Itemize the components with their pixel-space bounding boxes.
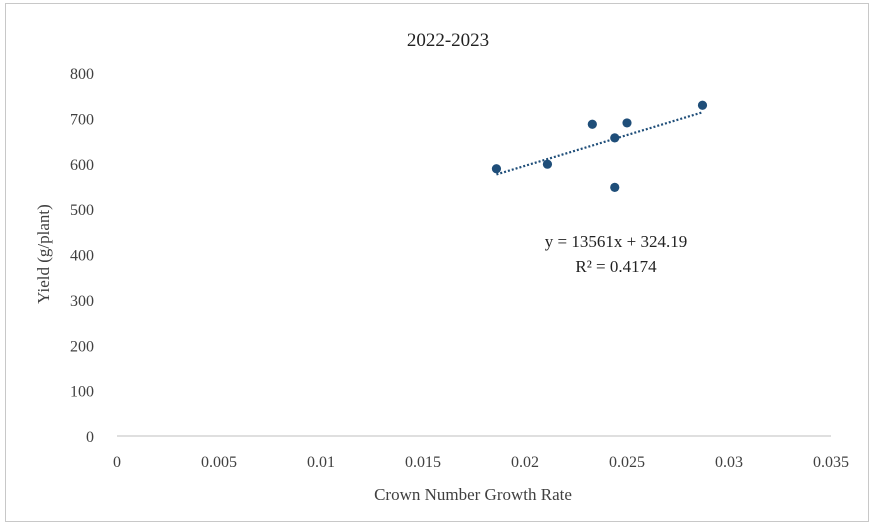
y-tick-label: 0 — [86, 429, 94, 446]
chart-title: 2022-2023 — [407, 30, 489, 51]
x-tick-label: 0.035 — [813, 454, 849, 471]
y-tick-label: 600 — [70, 157, 94, 174]
x-tick-label: 0.015 — [405, 454, 441, 471]
data-point — [697, 100, 708, 110]
x-tick-label: 0.025 — [609, 454, 645, 471]
y-tick-label: 800 — [70, 66, 94, 83]
data-point — [622, 118, 632, 128]
data-point — [587, 119, 597, 129]
data-point — [610, 182, 620, 192]
data-point — [610, 133, 620, 143]
data-point — [542, 159, 553, 169]
trendline — [496, 111, 703, 176]
trendline-equation: y = 13561x + 324.19 — [545, 232, 687, 251]
data-point — [491, 164, 502, 174]
trendline-r2: R² = 0.4174 — [575, 257, 657, 276]
y-axis-label: Yield (g/plant) — [34, 204, 53, 304]
x-tick-label: 0.03 — [715, 454, 743, 471]
y-tick-label: 500 — [70, 202, 94, 219]
y-tick-labels: 0 100 200 300 400 500 600 700 800 — [70, 66, 94, 446]
x-tick-label: 0.005 — [201, 454, 237, 471]
data-points — [491, 100, 708, 192]
x-tick-label: 0.02 — [511, 454, 539, 471]
y-tick-label: 400 — [70, 248, 94, 265]
y-tick-label: 700 — [70, 111, 94, 128]
x-tick-label: 0.01 — [307, 454, 335, 471]
y-tick-label: 300 — [70, 293, 94, 310]
y-tick-label: 100 — [70, 384, 94, 401]
y-tick-label: 200 — [70, 338, 94, 355]
trendline-group — [496, 111, 703, 176]
x-tick-labels: 0 0.005 0.01 0.015 0.02 0.025 0.03 0.035 — [113, 454, 849, 471]
x-axis-label: Crown Number Growth Rate — [374, 485, 572, 504]
x-tick-label: 0 — [113, 454, 121, 471]
